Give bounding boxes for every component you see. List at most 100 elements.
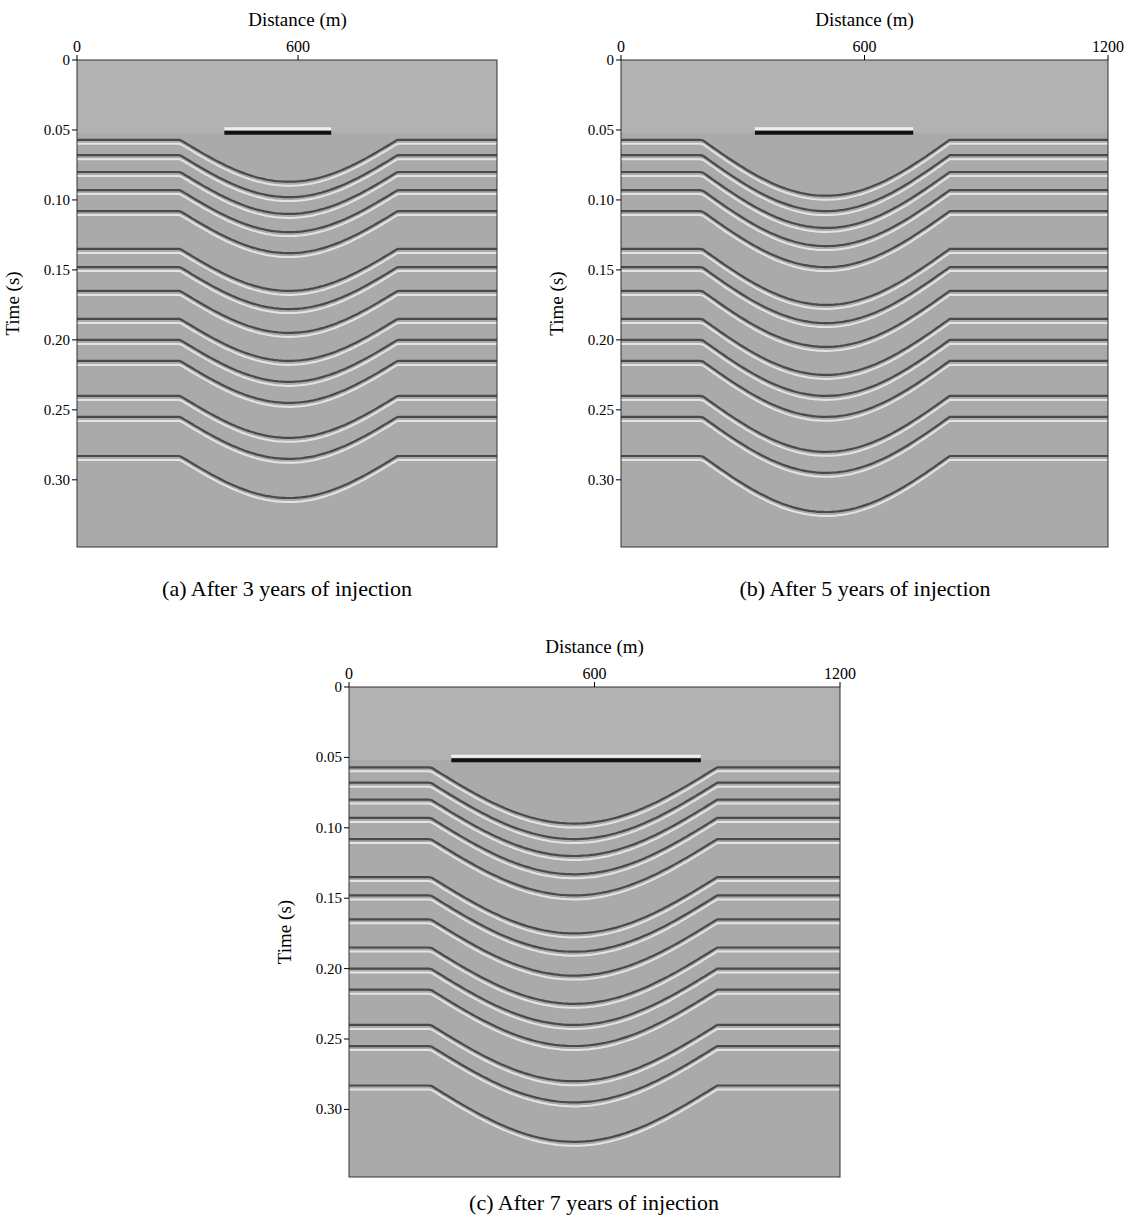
y-tick [344,827,349,828]
reflector-light [77,460,497,502]
reflector-light [77,144,497,186]
panel-caption: (c) After 7 years of injection [469,1190,719,1215]
y-tick [72,60,77,61]
background [77,60,497,547]
reflector-light [349,1029,840,1085]
y-tick [344,1039,349,1040]
reflector-light [349,1090,840,1146]
y-tick-label: 0.10 [588,192,614,208]
y-tick [72,129,77,130]
y-tick-label: 0 [335,679,343,695]
y-tick [616,199,621,200]
reflector-dark [349,1046,840,1102]
reflector-dark [349,969,840,1025]
y-axis-title: Time (s) [2,271,24,335]
seismic-section [349,687,840,1177]
reflector-light [349,973,840,1029]
reflector-light [621,344,1108,400]
reflector-dark [349,783,840,839]
y-tick-label: 0.05 [588,122,614,138]
reflector [349,800,840,860]
y-tick-label: 0.30 [316,1101,342,1117]
x-tick-label: 1200 [1092,38,1124,55]
reflector [621,361,1108,421]
y-tick-label: 0.25 [44,402,70,418]
y-tick [72,479,77,480]
reflector [77,340,497,386]
reflector [349,990,840,1050]
reflector [77,211,497,257]
y-tick [344,898,349,899]
upper-background [77,60,497,133]
reflector-dark [77,172,497,214]
reflector-light [621,194,1108,250]
cap-light [224,127,331,130]
cap-reflector [224,131,331,135]
reflector-light [77,215,497,257]
cap-light [451,755,701,758]
reflector-dark [77,291,497,333]
y-tick [72,409,77,410]
reflector [621,211,1108,271]
cap-reflector [451,758,701,762]
reflector [621,319,1108,379]
reflector-light [77,253,497,295]
y-tick [344,757,349,758]
reflector-dark [621,140,1108,196]
cap-reflector [755,131,913,135]
reflector-dark [621,456,1108,512]
x-tick-label: 600 [583,665,607,682]
x-tick-label: 0 [617,38,625,55]
y-tick-label: 0 [63,52,71,68]
y-tick-label: 0.25 [588,402,614,418]
frame [77,60,497,547]
reflector-dark [349,800,840,856]
reflector-light [621,460,1108,516]
upper-background [621,60,1108,133]
x-tick-label: 1200 [824,665,856,682]
reflector [77,140,497,186]
y-tick [72,269,77,270]
x-axis-title: Distance (m) [815,9,914,31]
reflector [621,190,1108,250]
reflector-dark [77,249,497,291]
reflector-light [349,1050,840,1106]
y-tick-label: 0.10 [44,192,70,208]
reflector-dark [349,877,840,933]
reflector [349,1025,840,1085]
y-tick-label: 0.20 [44,332,70,348]
reflector-dark [77,417,497,459]
y-tick [616,409,621,410]
seismic-section [77,60,497,547]
reflector [77,291,497,337]
y-tick [344,687,349,688]
y-tick [616,269,621,270]
x-tick [298,55,299,60]
reflector-dark [77,267,497,309]
reflector-dark [77,456,497,498]
reflector [349,919,840,979]
y-tick-label: 0.30 [588,472,614,488]
reflector-dark [621,396,1108,452]
x-tick [1108,55,1109,60]
reflector [621,155,1108,215]
y-axis-title: Time (s) [274,900,296,964]
reflector-dark [621,155,1108,211]
reflector [349,839,840,899]
seismic-section [621,60,1108,547]
y-tick-label: 0.20 [588,332,614,348]
background [621,60,1108,547]
reflector [77,396,497,442]
x-tick-label: 0 [345,665,353,682]
y-tick-label: 0.05 [316,749,342,765]
reflector-dark [621,211,1108,267]
reflector [77,456,497,502]
reflector-light [349,952,840,1008]
reflector-light [349,881,840,937]
reflector-light [621,323,1108,379]
reflector-dark [349,839,840,895]
y-axis-title: Time (s) [546,271,568,335]
reflector-light [349,994,840,1050]
y-tick [344,968,349,969]
y-tick-label: 0.15 [316,890,342,906]
